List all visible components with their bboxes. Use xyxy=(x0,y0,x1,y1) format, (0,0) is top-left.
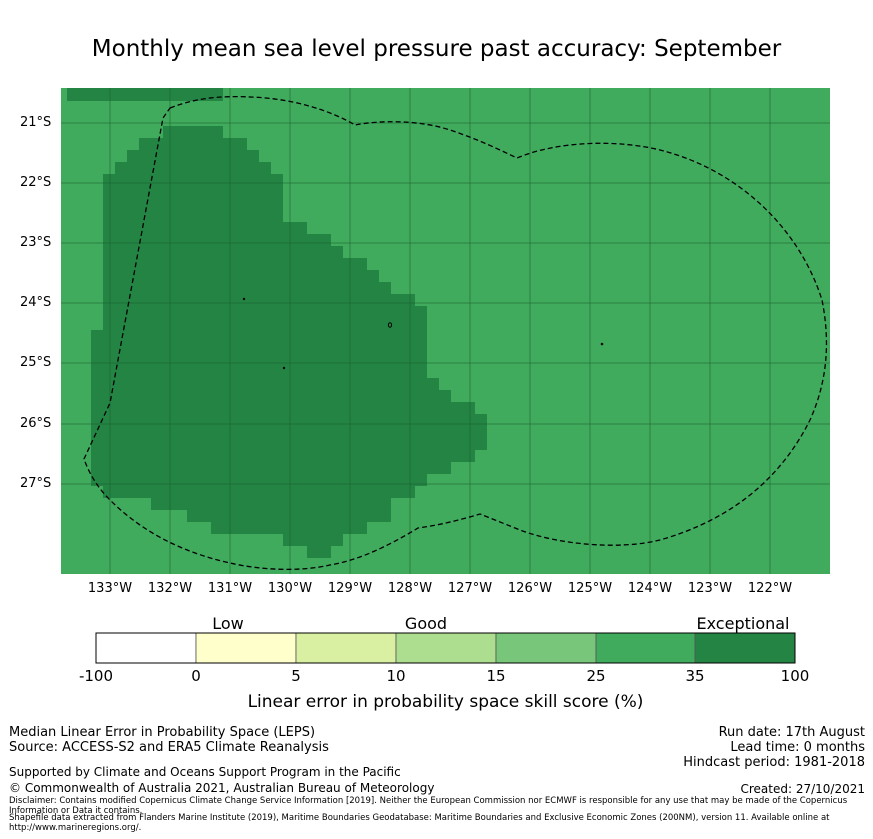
colorbar-category-good: Good xyxy=(404,614,448,633)
chart-title: Monthly mean sea level pressure past acc… xyxy=(91,36,782,62)
lon-label: 126°W xyxy=(507,581,553,596)
lon-label: 129°W xyxy=(327,581,373,596)
lon-label: 128°W xyxy=(387,581,433,596)
colorbar-segment xyxy=(195,632,297,664)
colorbar-tick: 10 xyxy=(386,667,406,685)
colorbar-segment xyxy=(295,632,397,664)
graticule xyxy=(61,88,830,574)
lon-label: 130°W xyxy=(267,581,313,596)
lon-label: 127°W xyxy=(447,581,493,596)
footer-shapefile-credit: Shapefile data extracted from Flanders M… xyxy=(9,813,830,833)
colorbar-tick: -100 xyxy=(78,667,114,685)
colorbar-frame xyxy=(95,632,796,664)
lat-label: 27°S xyxy=(20,476,52,491)
colorbar-tick: 5 xyxy=(291,667,301,685)
lon-label: 125°W xyxy=(567,581,613,596)
colorbar-category-low: Low xyxy=(212,614,244,633)
lat-label: 23°S xyxy=(20,235,52,250)
footer-created: Created: 27/10/2021 xyxy=(740,782,865,796)
lat-label: 24°S xyxy=(20,295,52,310)
colorbar-segment xyxy=(694,632,796,664)
colorbar-tick: 25 xyxy=(586,667,606,685)
colorbar-segment xyxy=(95,632,197,664)
island xyxy=(242,297,246,301)
lon-label: 123°W xyxy=(687,581,733,596)
eez-boundary xyxy=(83,95,828,570)
footer-hindcast: Hindcast period: 1981-2018 xyxy=(683,755,865,770)
islands xyxy=(242,297,604,370)
footer-support: Supported by Climate and Oceans Support … xyxy=(9,765,401,779)
lon-label: 133°W xyxy=(87,581,133,596)
colorbar-tick: 35 xyxy=(685,667,705,685)
colorbar xyxy=(95,632,796,664)
colorbar-tick: 0 xyxy=(191,667,201,685)
island xyxy=(600,342,604,346)
footer-copyright: © Commonwealth of Australia 2021, Austra… xyxy=(9,781,435,795)
footer-run-date: Run date: 17th August xyxy=(718,725,865,740)
colorbar-label: Linear error in probability space skill … xyxy=(247,692,644,712)
colorbar-category-exceptional: Exceptional xyxy=(696,614,790,633)
lat-label: 25°S xyxy=(20,355,52,370)
colorbar-tick: 100 xyxy=(780,667,810,685)
footer-disclaimer: Disclaimer: Contains modified Copernicus… xyxy=(9,796,848,816)
footer-lead-time: Lead time: 0 months xyxy=(730,740,865,755)
colorbar-segment xyxy=(495,632,597,664)
exceptional-region xyxy=(67,88,487,558)
lat-label: 22°S xyxy=(20,175,52,190)
island xyxy=(282,366,286,370)
island xyxy=(387,322,393,328)
colorbar-tick: 15 xyxy=(486,667,506,685)
lon-label: 131°W xyxy=(207,581,253,596)
lat-label: 21°S xyxy=(20,115,52,130)
colorbar-segment xyxy=(595,632,696,664)
footer-source: Source: ACCESS-S2 and ERA5 Climate Reana… xyxy=(9,740,329,755)
lon-label: 124°W xyxy=(627,581,673,596)
colorbar-segment xyxy=(395,632,497,664)
footer-leps: Median Linear Error in Probability Space… xyxy=(9,725,316,740)
lon-label: 122°W xyxy=(747,581,793,596)
lat-label: 26°S xyxy=(20,416,52,431)
lon-label: 132°W xyxy=(147,581,193,596)
